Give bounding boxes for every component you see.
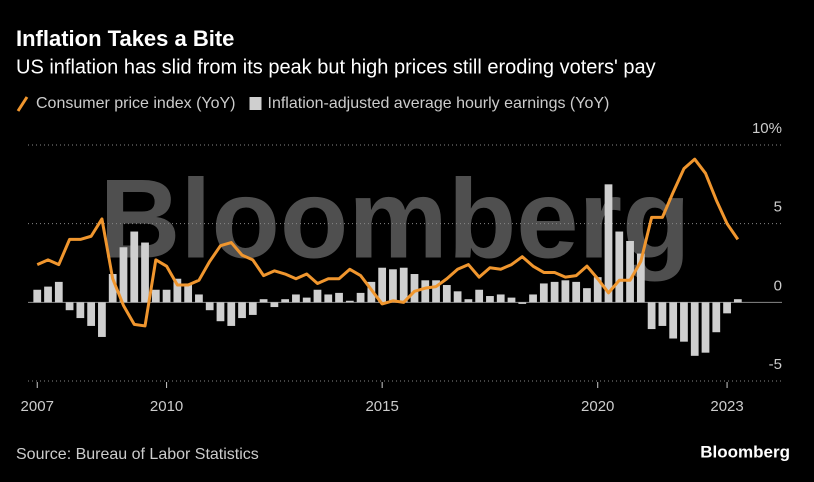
- bar: [44, 286, 52, 303]
- bar: [636, 253, 645, 303]
- bar: [205, 302, 214, 311]
- chart-title: Inflation Takes a Bite: [16, 26, 234, 51]
- bar: [33, 289, 42, 303]
- x-tick-label: 2007: [21, 398, 54, 415]
- bar: [442, 285, 451, 303]
- bar: [389, 269, 397, 303]
- bar: [141, 242, 149, 303]
- bar: [561, 280, 570, 303]
- y-tick-label: 10%: [752, 120, 782, 137]
- bar: [486, 296, 494, 303]
- bar: [507, 297, 516, 303]
- bar: [162, 289, 171, 303]
- bar: [399, 267, 408, 303]
- legend-swatch: [16, 96, 29, 112]
- watermark: Bloomberg: [99, 157, 690, 282]
- bar: [378, 267, 387, 303]
- bar: [572, 281, 581, 303]
- x-tick-label: 2015: [365, 398, 398, 415]
- bar: [475, 289, 484, 303]
- bar: [690, 302, 699, 356]
- legend: Consumer price index (YoY) Inflation-adju…: [16, 95, 610, 112]
- bar: [680, 302, 688, 342]
- bar: [410, 274, 419, 303]
- bar: [195, 294, 203, 303]
- bar: [453, 291, 462, 303]
- bar: [98, 302, 106, 337]
- bar: [216, 302, 225, 322]
- bar: [259, 299, 268, 303]
- bar: [539, 283, 548, 303]
- source: Source: Bureau of Labor Statistics: [16, 446, 259, 463]
- bar: [119, 247, 128, 303]
- x-tick-label: 2010: [150, 398, 183, 415]
- bar: [583, 288, 591, 303]
- bar: [421, 280, 430, 303]
- bar: [54, 281, 63, 303]
- bar: [733, 299, 742, 303]
- bar: [151, 289, 160, 303]
- bar: [302, 297, 311, 303]
- y-tick-label: -5: [769, 356, 782, 373]
- bar: [292, 294, 300, 303]
- bar: [76, 302, 85, 319]
- bar: [647, 302, 656, 330]
- logo: Bloomberg: [700, 442, 790, 461]
- bar: [248, 302, 257, 315]
- bar: [227, 302, 236, 326]
- bar: [626, 240, 634, 303]
- bar: [550, 281, 559, 303]
- bar: [184, 283, 193, 303]
- bar: [345, 300, 354, 303]
- bar: [615, 231, 624, 303]
- x-tick-label: 2023: [710, 398, 743, 415]
- bar: [593, 277, 602, 303]
- bar: [356, 292, 365, 303]
- legend-swatch: [249, 97, 262, 110]
- chart-subtitle: US inflation has slid from its peak but …: [16, 56, 656, 78]
- legend-label: Inflation-adjusted average hourly earnin…: [268, 95, 610, 112]
- cpi-line: [36, 157, 740, 328]
- x-tick-label: 2020: [581, 398, 614, 415]
- bar: [335, 292, 343, 303]
- bar: [604, 184, 613, 303]
- bar: [701, 302, 710, 353]
- y-tick-label: 5: [774, 199, 782, 216]
- bar: [712, 302, 721, 333]
- bar: [313, 289, 322, 303]
- bar: [324, 294, 333, 303]
- bar: [65, 302, 74, 311]
- bar: [723, 302, 731, 314]
- bar: [496, 294, 505, 303]
- bar: [518, 302, 527, 304]
- bar: [130, 231, 139, 303]
- bar: [432, 280, 440, 303]
- bar: [270, 302, 279, 308]
- bar: [281, 299, 290, 303]
- bar: [173, 278, 182, 303]
- bar: [108, 274, 117, 303]
- bar: [464, 299, 473, 303]
- bar: [238, 302, 246, 319]
- bar: [87, 302, 96, 326]
- bar: [529, 294, 537, 303]
- y-tick-label: 0: [774, 277, 782, 294]
- bar: [669, 302, 678, 339]
- legend-label: Consumer price index (YoY): [36, 95, 236, 112]
- bar: [658, 302, 667, 326]
